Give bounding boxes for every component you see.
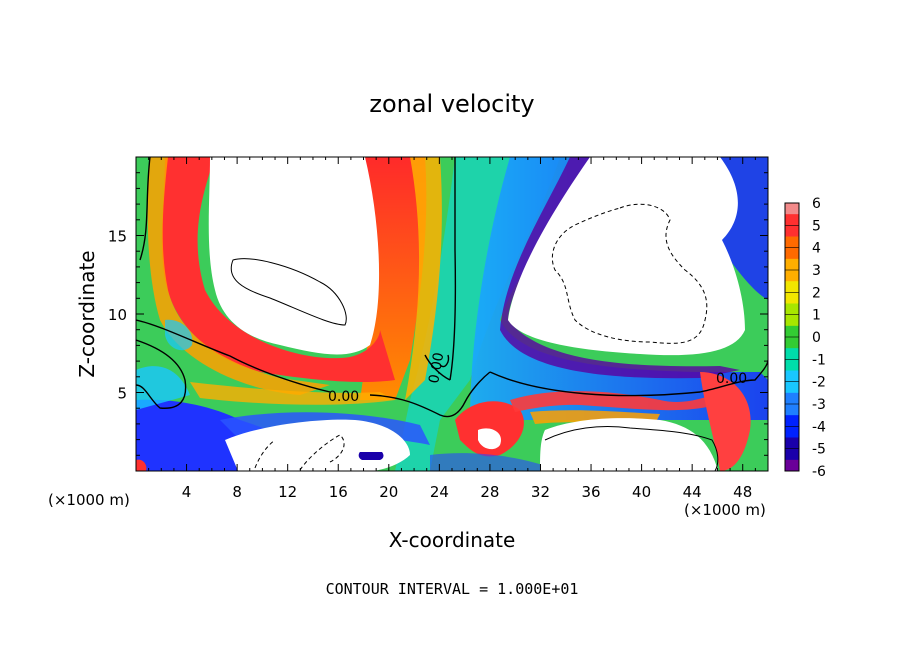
y-tick-label: 5 [117,385,127,403]
colorbar-segment [785,214,799,226]
colorbar-segment [785,292,799,304]
field-orange-lowband [190,382,395,405]
x-tick-label: 24 [430,483,449,501]
colorbar-label: 1 [812,308,821,324]
x-tick-label: 36 [581,483,600,501]
colorbar-segment [785,303,799,316]
colorbar-label: -6 [812,464,826,480]
colorbar-label: -1 [812,352,826,368]
colorbar-segment [785,236,799,249]
field-red-streaks-b [510,391,720,412]
colorbar-label: 0 [812,330,821,346]
field-white-blob-small [478,428,501,450]
field-red-column [360,157,427,400]
colorbar-label: -2 [812,375,826,391]
colorbar-segment [785,359,799,371]
contour-zero-right [449,157,768,397]
x-tick-label: 32 [531,483,550,501]
colorbar-label: 3 [812,263,821,279]
field-cyan-left [136,366,190,410]
x-tick-label: 48 [733,483,752,501]
field-navy-blob [358,452,384,460]
field-red-arc-left [161,157,395,383]
x-axis-unit-left: (×1000 m) [48,491,130,509]
x-axis-label: X-coordinate [389,528,516,552]
contour-zero-left [136,157,331,409]
x-axis-unit-right: (×1000 m) [684,501,766,519]
field-white-upper-left [208,157,380,355]
x-tick-label: 4 [182,483,192,501]
colorbar-segment [785,258,799,271]
colorbar-label: 4 [812,241,821,257]
field-red-bottom-left [136,459,147,471]
field-red-right [700,372,751,471]
colorbar-segment [785,415,799,427]
contour-positive-lower-right [544,426,719,471]
x-axis-ticks: 4 8 12 16 20 24 28 32 36 40 44 48 [148,157,756,501]
contour-zero-mid [369,371,491,418]
colorbar-segment [785,247,799,260]
colorbar-segment [785,381,799,394]
colorbar-segment [785,348,799,360]
colorbar-segment [785,337,799,349]
colorbar-label: 5 [812,218,821,234]
x-tick-label: 40 [632,483,651,501]
colorbar-segment [785,459,799,472]
colorbar-segment [785,426,799,438]
contour-label-mid: 0.00 [426,351,447,384]
heatmap-field [136,157,768,471]
contour-negative-lower-left [254,434,345,471]
x-tick-label: 20 [379,483,398,501]
colorbar-segment [785,448,799,461]
contour-label-right: 0.00 [716,371,747,387]
colorbar-label: -3 [812,397,826,413]
colorbar-segment [785,281,799,293]
colorbar-label: 2 [812,285,821,301]
x-tick-label: 16 [329,483,348,501]
y-axis-ticks: 5 10 15 [108,172,768,456]
colorbar-segment [785,225,799,237]
y-tick-label: 10 [108,306,127,324]
contour-lines [136,157,768,471]
chart-title: zonal velocity [369,90,534,118]
y-axis-label: Z-coordinate [75,250,99,377]
colorbar: 6 5 4 3 2 1 0 -1 -2 -3 -4 -5 -6 [784,196,826,480]
y-tick-label: 15 [108,228,127,246]
field-blue-right-edge [715,157,768,300]
colorbar-segment [785,325,799,338]
contour-zero-center [424,354,451,381]
contour-label-left: 0.00 [328,389,359,405]
field-orange-arc-left [147,157,330,395]
colorbar-segment [785,404,799,416]
contour-positive-upper-left [230,258,347,326]
colorbar-label: -5 [812,442,826,458]
colorbar-segment [785,437,799,450]
colorbar-label: 6 [812,196,821,212]
colorbar-segment [785,392,799,405]
colorbar-label: -4 [812,419,826,435]
x-tick-label: 12 [278,483,297,501]
field-orange-column [405,157,442,400]
colorbar-segment [785,314,799,327]
x-tick-label: 8 [232,483,242,501]
field-white-upper-right [508,157,745,356]
colorbar-segment [785,270,799,282]
x-tick-label: 28 [480,483,499,501]
colorbar-segment [785,370,799,383]
x-tick-label: 44 [683,483,702,501]
contour-interval: CONTOUR INTERVAL = 1.000E+01 [326,580,579,598]
colorbar-segment [785,203,799,215]
field-blue-bottom-mid [430,453,560,471]
